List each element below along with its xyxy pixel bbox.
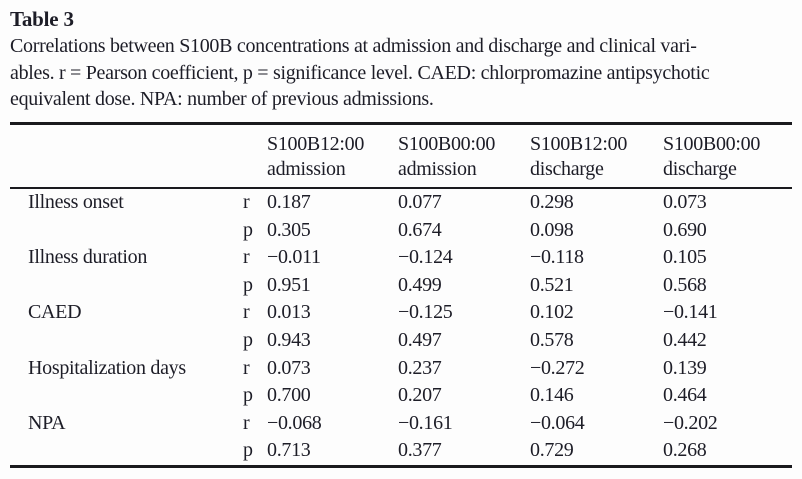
row-hospitalization-days-r: Hospitalization days r 0.073 0.237 −0.27… bbox=[10, 355, 792, 383]
table-cell: 0.943 bbox=[267, 328, 311, 351]
row-label-empty bbox=[10, 272, 243, 300]
table-cell: 0.139 bbox=[663, 356, 707, 379]
row-label-empty bbox=[10, 437, 243, 465]
row-label: NPA bbox=[28, 411, 66, 434]
table-cell: −0.118 bbox=[530, 246, 584, 269]
row-illness-onset-p: p 0.305 0.674 0.098 0.690 bbox=[10, 217, 792, 245]
table-caption-block: Table 3 Correlations between S100B conce… bbox=[10, 6, 796, 113]
row-npa-r: NPA r −0.068 −0.161 −0.064 −0.202 bbox=[10, 410, 792, 438]
row-label: Illness duration bbox=[28, 246, 148, 269]
table-cell: 0.207 bbox=[398, 384, 442, 407]
row-caed-p: p 0.943 0.497 0.578 0.442 bbox=[10, 327, 792, 355]
column-header-s100b00-admission: S100B00:00 admission bbox=[398, 133, 496, 180]
stat-label: p bbox=[243, 384, 253, 407]
table-cell: −0.202 bbox=[663, 411, 718, 434]
table-cell: 0.700 bbox=[267, 384, 311, 407]
table-cell: 0.237 bbox=[398, 356, 442, 379]
stat-label: r bbox=[243, 301, 250, 324]
table-cell: 0.105 bbox=[663, 246, 707, 269]
row-label: Hospitalization days bbox=[28, 356, 186, 379]
table-cell: −0.141 bbox=[663, 301, 718, 324]
table-cell: 0.521 bbox=[530, 273, 574, 296]
table-cell: 0.713 bbox=[267, 439, 311, 462]
column-header-s100b12-discharge: S100B12:00 discharge bbox=[530, 133, 628, 180]
correlation-table: S100B12:00 admission S100B00:00 admissio… bbox=[10, 122, 792, 468]
header-spacer-stat bbox=[243, 125, 267, 187]
table-cell: 0.013 bbox=[267, 301, 311, 324]
table-cell: 0.073 bbox=[267, 356, 311, 379]
column-header-s100b12-admission: S100B12:00 admission bbox=[267, 133, 365, 180]
stat-label: p bbox=[243, 273, 253, 296]
stat-label: r bbox=[243, 411, 250, 434]
row-caed-r: CAED r 0.013 −0.125 0.102 −0.141 bbox=[10, 299, 792, 327]
row-label: CAED bbox=[28, 301, 82, 324]
table-cell: −0.124 bbox=[398, 246, 453, 269]
row-illness-duration-r: Illness duration r −0.011 −0.124 −0.118 … bbox=[10, 244, 792, 272]
row-label-empty bbox=[10, 382, 243, 410]
table-cell: 0.464 bbox=[663, 384, 707, 407]
row-label-empty bbox=[10, 217, 243, 245]
table-cell: 0.690 bbox=[663, 218, 707, 241]
table-cell: 0.146 bbox=[530, 384, 574, 407]
table-cell: 0.377 bbox=[398, 439, 442, 462]
table-cell: 0.729 bbox=[530, 439, 574, 462]
table-cell: 0.499 bbox=[398, 273, 442, 296]
table-header-row: S100B12:00 admission S100B00:00 admissio… bbox=[10, 125, 792, 189]
stat-label: p bbox=[243, 439, 253, 462]
column-header-s100b00-discharge: S100B00:00 discharge bbox=[663, 133, 761, 180]
table-cell: 0.102 bbox=[530, 301, 574, 324]
stat-label: r bbox=[243, 191, 250, 213]
table-cell: 0.098 bbox=[530, 218, 574, 241]
table-cell: 0.305 bbox=[267, 218, 311, 241]
table-cell: −0.011 bbox=[267, 246, 321, 269]
stat-label: r bbox=[243, 246, 250, 269]
table-cell: 0.442 bbox=[663, 328, 707, 351]
row-illness-duration-p: p 0.951 0.499 0.521 0.568 bbox=[10, 272, 792, 300]
table-cell: −0.161 bbox=[398, 411, 453, 434]
table-cell: 0.578 bbox=[530, 328, 574, 351]
row-hospitalization-days-p: p 0.700 0.207 0.146 0.464 bbox=[10, 382, 792, 410]
row-illness-onset-r: Illness onset r 0.187 0.077 0.298 0.073 bbox=[10, 189, 792, 217]
table-cell: 0.568 bbox=[663, 273, 707, 296]
table-cell: 0.268 bbox=[663, 439, 707, 462]
row-label-empty bbox=[10, 327, 243, 355]
stat-label: r bbox=[243, 356, 250, 379]
row-npa-p: p 0.713 0.377 0.729 0.268 bbox=[10, 437, 792, 465]
table-cell: −0.068 bbox=[267, 411, 322, 434]
table-cell: 0.298 bbox=[530, 191, 574, 213]
table-cell: 0.077 bbox=[398, 191, 442, 213]
row-label: Illness onset bbox=[28, 191, 124, 213]
table-title: Table 3 bbox=[10, 7, 74, 31]
table-cell: 0.951 bbox=[267, 273, 311, 296]
table-cell: −0.064 bbox=[530, 411, 585, 434]
table-cell: 0.674 bbox=[398, 218, 442, 241]
table-cell: −0.125 bbox=[398, 301, 453, 324]
stat-label: p bbox=[243, 218, 253, 241]
table-cell: 0.073 bbox=[663, 191, 707, 213]
table-caption-text: Correlations between S100B concentration… bbox=[10, 35, 710, 110]
stat-label: p bbox=[243, 328, 253, 351]
header-spacer-label bbox=[10, 125, 243, 187]
table-cell: 0.497 bbox=[398, 328, 442, 351]
table-cell: 0.187 bbox=[267, 191, 311, 213]
table-cell: −0.272 bbox=[530, 356, 585, 379]
